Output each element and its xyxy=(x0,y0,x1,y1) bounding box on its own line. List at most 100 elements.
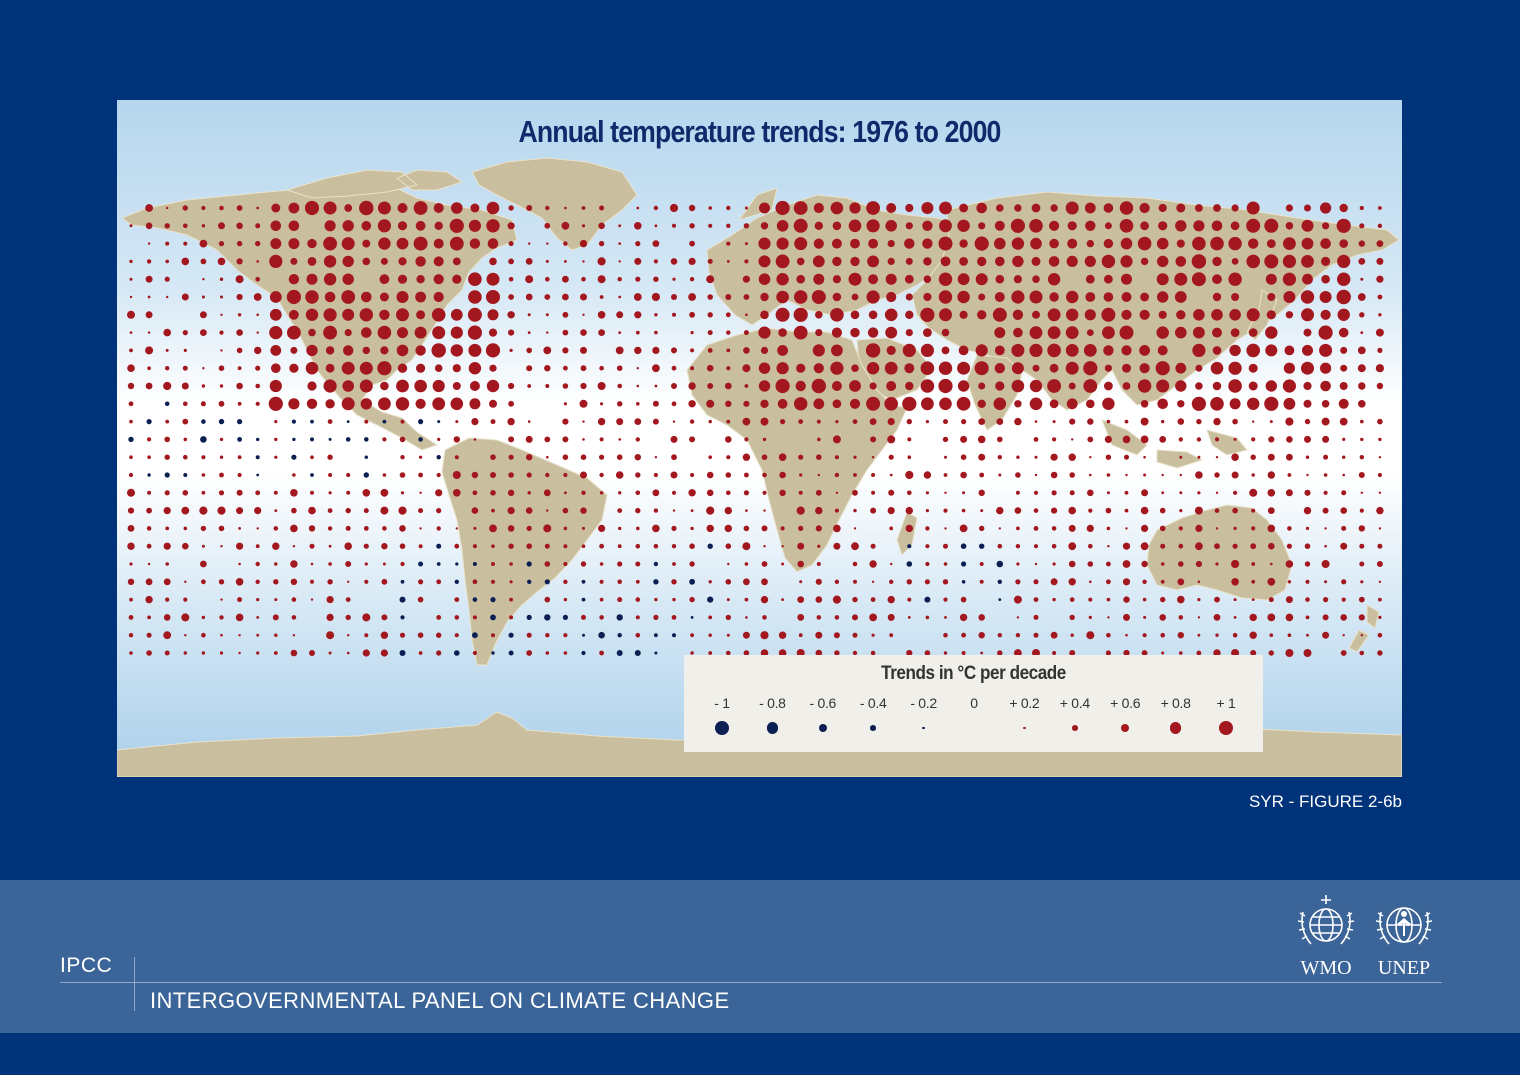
cooling-trend-dot xyxy=(363,472,369,478)
warming-trend-dot xyxy=(1086,524,1094,532)
warming-trend-dot xyxy=(852,419,858,424)
warming-trend-dot xyxy=(905,470,914,480)
warming-trend-dot xyxy=(290,649,298,657)
warming-trend-dot xyxy=(1125,527,1128,530)
warming-trend-dot xyxy=(1122,363,1131,373)
warming-trend-dot xyxy=(798,454,804,460)
warming-trend-dot xyxy=(163,614,171,621)
cooling-trend-dot xyxy=(544,579,550,585)
warming-trend-dot xyxy=(200,401,206,407)
warming-trend-dot xyxy=(1215,562,1219,566)
warming-trend-dot xyxy=(1340,364,1348,372)
warming-trend-dot xyxy=(635,437,640,442)
warming-trend-dot xyxy=(181,257,190,266)
warming-trend-dot xyxy=(563,472,568,478)
warming-trend-dot xyxy=(1304,204,1311,212)
warming-trend-dot xyxy=(256,527,259,530)
warming-trend-dot xyxy=(1341,579,1347,585)
warming-trend-dot xyxy=(939,308,952,322)
warming-trend-dot xyxy=(342,255,354,268)
warming-trend-dot xyxy=(813,273,825,285)
warming-trend-dot xyxy=(1197,491,1201,495)
warming-trend-dot xyxy=(1231,578,1239,586)
warming-trend-dot xyxy=(1357,293,1366,301)
warming-trend-dot xyxy=(815,649,823,657)
warming-trend-dot xyxy=(454,455,459,460)
warming-trend-dot xyxy=(1196,437,1202,442)
cooling-trend-dot xyxy=(998,598,1002,601)
warming-trend-dot xyxy=(868,310,878,320)
warming-trend-dot xyxy=(163,542,171,550)
warming-trend-dot xyxy=(274,562,278,566)
warming-trend-dot xyxy=(436,526,441,531)
warming-trend-dot xyxy=(957,380,970,392)
warming-trend-dot xyxy=(993,397,1007,411)
warming-trend-dot xyxy=(1375,364,1384,373)
warming-trend-dot xyxy=(127,488,135,497)
unep-label: UNEP xyxy=(1377,957,1431,979)
warming-trend-dot xyxy=(924,650,931,656)
warming-trend-dot xyxy=(1085,220,1096,231)
warming-trend-dot xyxy=(489,524,497,533)
warming-trend-dot xyxy=(599,650,604,656)
warming-trend-dot xyxy=(1085,274,1095,284)
legend-box: Trends in °C per decade - 1- 0.8- 0.6- 0… xyxy=(684,655,1263,752)
warming-trend-dot xyxy=(688,257,696,265)
warming-trend-dot xyxy=(400,455,405,460)
australia-landmass xyxy=(1146,504,1293,601)
warming-trend-dot xyxy=(815,506,823,515)
warming-trend-dot xyxy=(1087,561,1094,567)
warming-trend-dot xyxy=(869,613,877,622)
warming-trend-dot xyxy=(218,579,225,585)
warming-trend-dot xyxy=(599,295,604,299)
warming-trend-dot xyxy=(671,454,677,461)
warming-trend-dot xyxy=(871,633,875,637)
warming-trend-dot xyxy=(129,651,133,655)
warming-trend-dot xyxy=(1305,455,1310,459)
warming-trend-dot xyxy=(1197,616,1201,619)
warming-trend-dot xyxy=(866,362,880,375)
wmo-label: WMO xyxy=(1300,957,1352,979)
warming-trend-dot xyxy=(994,345,1005,356)
warming-trend-dot xyxy=(486,201,500,215)
warming-trend-dot xyxy=(920,361,935,376)
warming-trend-dot xyxy=(796,274,805,284)
warming-trend-dot xyxy=(1196,418,1202,425)
warming-trend-dot xyxy=(1378,313,1382,317)
wmo-emblem-icon[interactable] xyxy=(1293,892,1359,958)
warming-trend-dot xyxy=(636,402,640,406)
warming-trend-dot xyxy=(1049,292,1059,302)
unep-emblem-icon[interactable] xyxy=(1371,892,1437,958)
cooling-trend-dot xyxy=(581,597,586,602)
warming-trend-dot xyxy=(616,454,623,461)
warming-trend-dot xyxy=(147,490,152,495)
warming-trend-dot xyxy=(1033,490,1039,495)
warming-trend-dot xyxy=(396,379,409,393)
warming-trend-dot xyxy=(654,313,658,317)
warming-trend-dot xyxy=(867,255,879,268)
warming-trend-dot xyxy=(1378,437,1382,442)
warming-trend-dot xyxy=(776,273,789,286)
cooling-trend-dot xyxy=(164,401,170,407)
warming-trend-dot xyxy=(994,363,1005,374)
warming-trend-dot xyxy=(939,397,952,411)
warming-trend-dot xyxy=(1033,597,1039,602)
warming-trend-dot xyxy=(690,348,695,353)
cooling-trend-dot xyxy=(472,597,478,602)
warming-trend-dot xyxy=(726,330,731,335)
warming-trend-dot xyxy=(544,543,550,549)
warming-trend-dot xyxy=(382,473,387,477)
warming-trend-dot xyxy=(274,420,278,424)
warming-trend-dot xyxy=(1034,473,1038,477)
warming-trend-dot xyxy=(380,649,388,657)
warming-trend-dot xyxy=(1052,562,1056,566)
warming-trend-dot xyxy=(1068,382,1076,390)
warming-trend-dot xyxy=(563,579,568,584)
warming-trend-dot xyxy=(472,615,477,620)
warming-trend-dot xyxy=(1228,379,1242,393)
warming-trend-dot xyxy=(1065,361,1079,375)
warming-trend-dot xyxy=(887,435,896,444)
warming-trend-dot xyxy=(689,543,695,549)
warming-trend-dot xyxy=(292,634,296,637)
warming-trend-dot xyxy=(635,472,641,478)
